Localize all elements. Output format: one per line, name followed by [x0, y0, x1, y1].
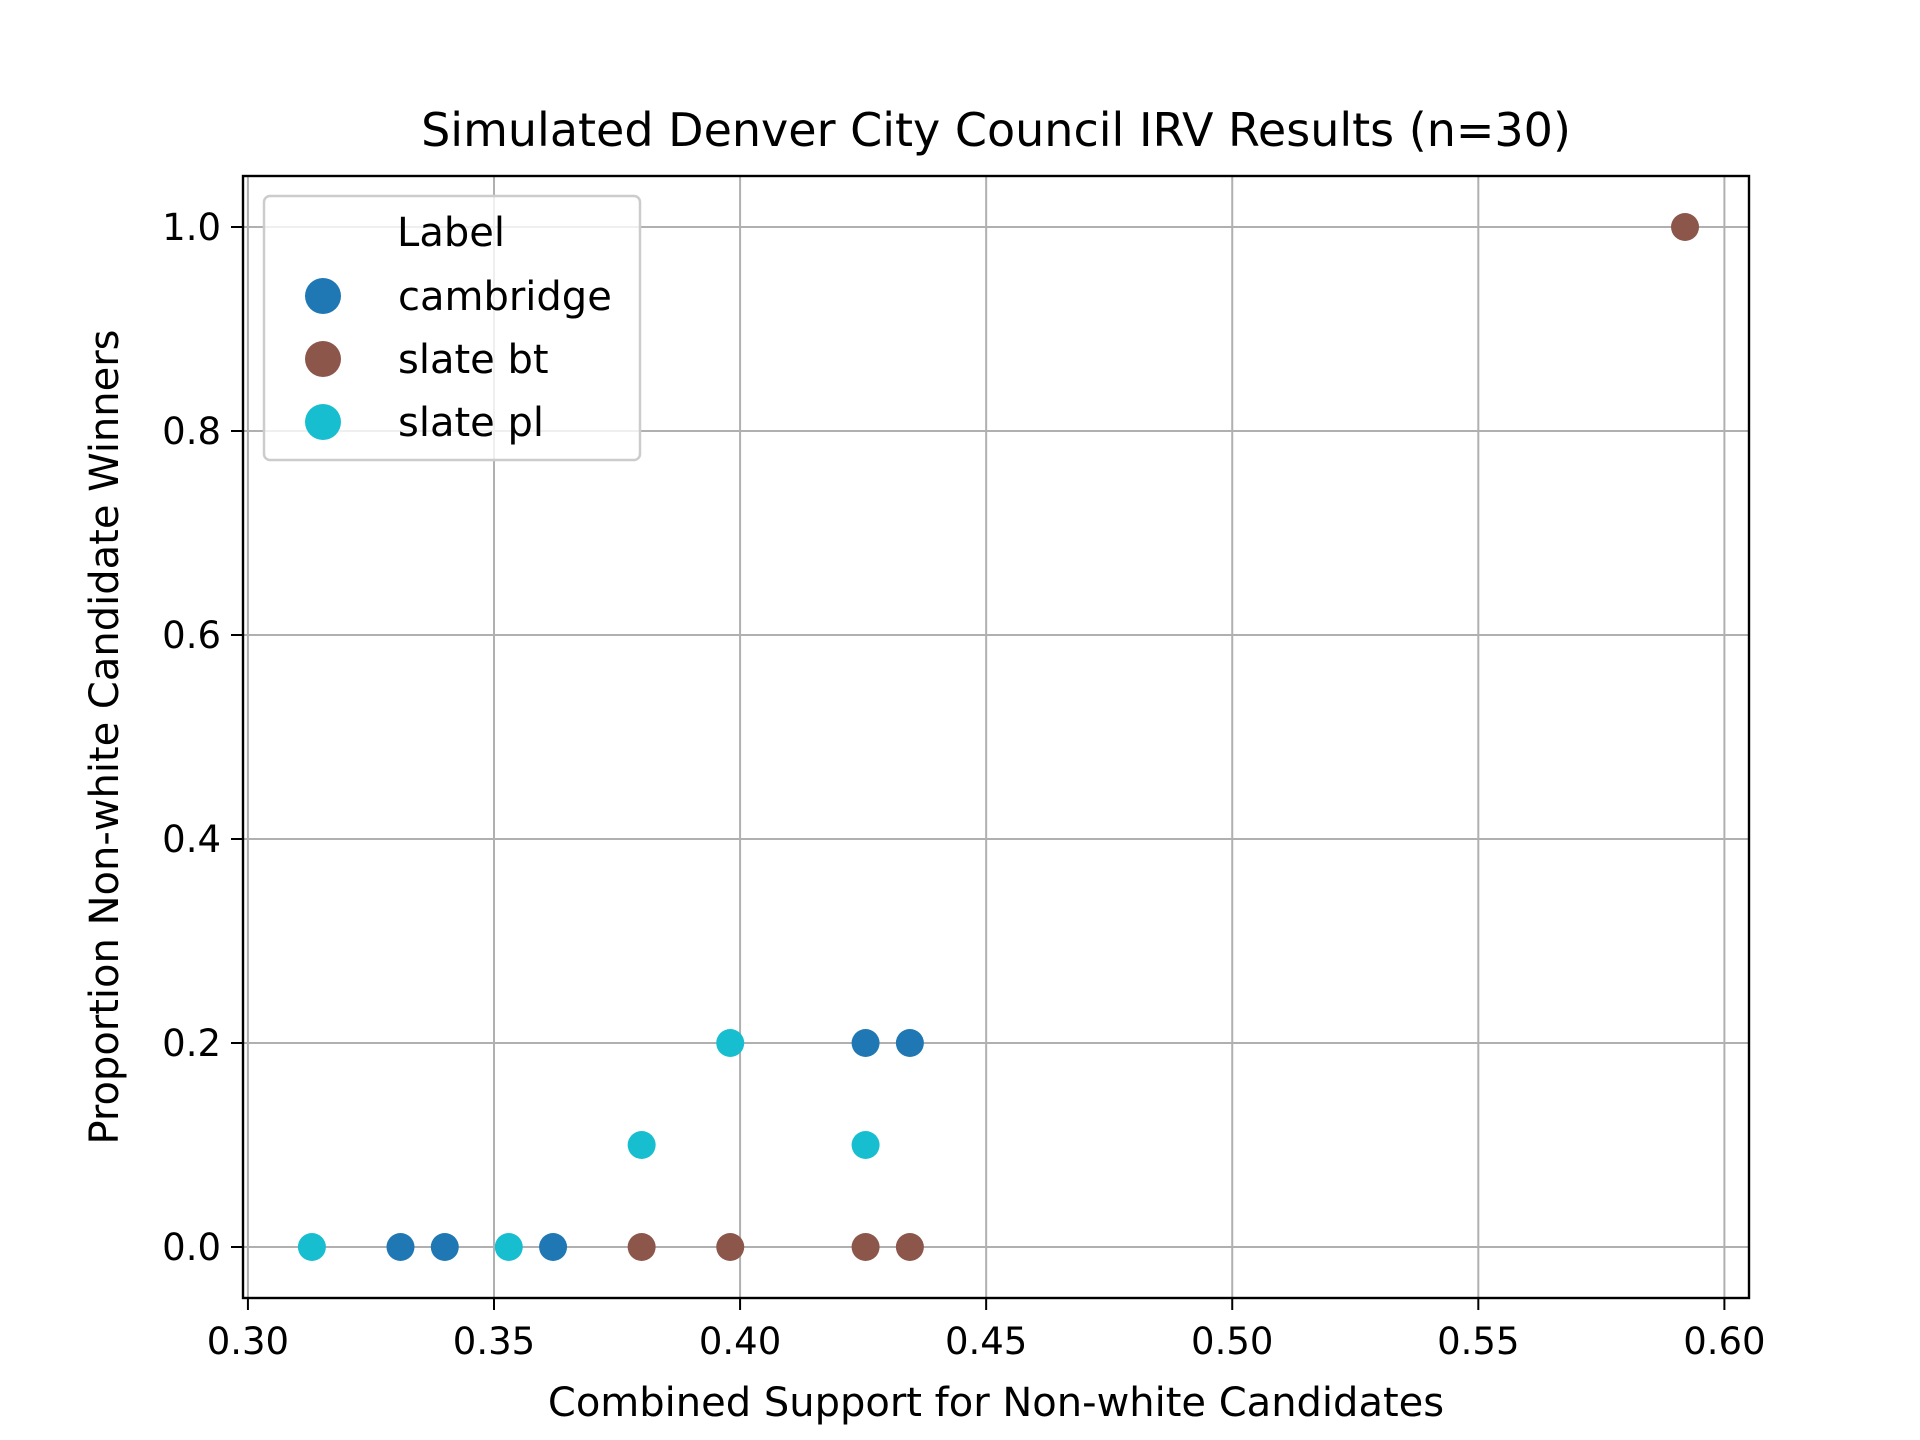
- data-point-slate-bt: [851, 1233, 880, 1261]
- data-point-cambridge: [895, 1029, 924, 1057]
- data-point-slate-pl: [851, 1131, 880, 1159]
- data-points: [297, 213, 1700, 1261]
- axis-ticks: 0.30 0.35 0.40 0.45 0.50 0.55 0.60 0.0 0.2 0.4 0.6…: [162, 206, 1765, 1363]
- x-tick-label: 0.60: [1683, 1320, 1765, 1363]
- data-point-slate-pl: [494, 1233, 523, 1261]
- data-point-slate-bt: [1671, 213, 1700, 241]
- legend-box: [262, 194, 642, 462]
- data-point-cambridge: [539, 1233, 568, 1261]
- data-point-slate-pl: [627, 1131, 656, 1159]
- y-tick-label: 0.0: [162, 1226, 221, 1269]
- legend: Label cambridge slate bt slate pl: [262, 194, 642, 462]
- legend-marker-slate-bt: [305, 341, 341, 377]
- legend-label: slate bt: [398, 337, 549, 383]
- x-tick-label: 0.35: [453, 1320, 535, 1363]
- x-tick-label: 0.55: [1437, 1320, 1519, 1363]
- data-point-slate-bt: [895, 1233, 924, 1261]
- y-tick-label: 0.4: [162, 818, 221, 861]
- data-point-slate-bt: [627, 1233, 656, 1261]
- chart-title: Simulated Denver City Council IRV Result…: [421, 103, 1571, 157]
- data-point-slate-pl: [716, 1029, 745, 1057]
- y-tick-label: 1.0: [162, 206, 221, 249]
- x-tick-label: 0.50: [1191, 1320, 1273, 1363]
- data-point-slate-pl: [297, 1233, 326, 1261]
- x-tick-label: 0.45: [945, 1320, 1027, 1363]
- legend-marker-slate-pl: [305, 404, 341, 440]
- data-point-cambridge: [430, 1233, 459, 1261]
- y-tick-label: 0.2: [162, 1022, 221, 1065]
- y-axis-label: Proportion Non-white Candidate Winners: [82, 329, 128, 1144]
- grid-lines: [243, 176, 1749, 1298]
- legend-title: Label: [397, 210, 505, 256]
- data-point-cambridge: [851, 1029, 880, 1057]
- x-axis-label: Combined Support for Non-white Candidate…: [548, 1380, 1444, 1426]
- plot-frame: [241, 174, 1751, 1300]
- y-tick-label: 0.8: [162, 410, 221, 453]
- data-point-cambridge: [386, 1233, 415, 1261]
- x-tick-label: 0.40: [699, 1320, 781, 1363]
- y-tick-label: 0.6: [162, 614, 221, 657]
- legend-entries: cambridge slate bt slate pl: [305, 274, 612, 446]
- legend-marker-cambridge: [305, 278, 341, 314]
- data-point-slate-bt: [716, 1233, 745, 1261]
- x-tick-label: 0.30: [207, 1320, 289, 1363]
- legend-label: slate pl: [398, 400, 544, 446]
- legend-label: cambridge: [398, 274, 612, 320]
